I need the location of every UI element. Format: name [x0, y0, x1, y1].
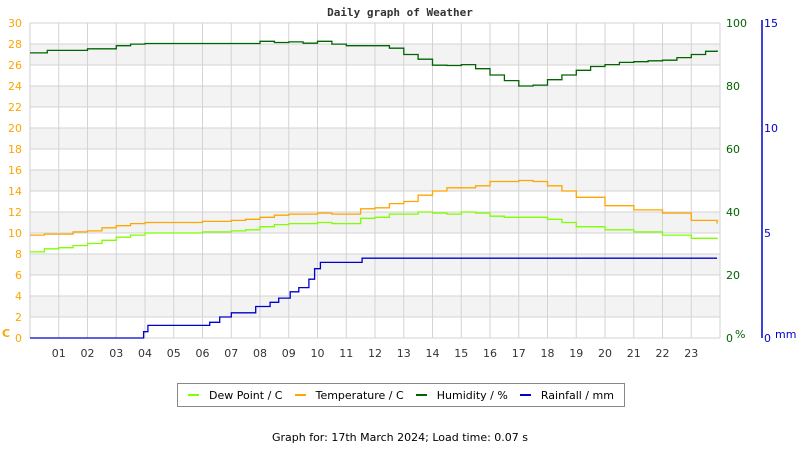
svg-text:4: 4 — [15, 290, 22, 303]
svg-text:07: 07 — [224, 347, 238, 360]
humidity-axis-unit: % — [735, 328, 745, 341]
chart-title: Daily graph of Weather — [327, 6, 473, 19]
svg-text:12: 12 — [368, 347, 382, 360]
svg-text:15: 15 — [454, 347, 468, 360]
svg-text:13: 13 — [397, 347, 411, 360]
dew-point-swatch-icon — [188, 394, 200, 396]
humidity-line — [30, 40, 718, 87]
left-axis-unit: C — [2, 327, 10, 340]
svg-text:12: 12 — [8, 206, 22, 219]
svg-text:20: 20 — [598, 347, 612, 360]
footer-status: Graph for: 17th March 2024; Load time: 0… — [271, 431, 529, 444]
svg-text:0: 0 — [15, 332, 22, 345]
temperature-swatch-icon — [294, 394, 306, 396]
rain-axis-ticks: 0 5 10 15 — [764, 17, 778, 345]
legend-item-humidity: Humidity / % — [415, 388, 508, 402]
svg-text:10: 10 — [8, 227, 22, 240]
svg-text:6: 6 — [15, 269, 22, 282]
humidity-swatch-icon — [415, 394, 427, 396]
svg-text:02: 02 — [81, 347, 95, 360]
svg-text:15: 15 — [764, 17, 778, 30]
legend-label: Dew Point / C — [209, 388, 283, 402]
svg-text:2: 2 — [15, 311, 22, 324]
svg-text:21: 21 — [627, 347, 641, 360]
svg-text:11: 11 — [339, 347, 353, 360]
svg-text:17: 17 — [512, 347, 526, 360]
svg-text:40: 40 — [726, 206, 740, 219]
dew-line — [30, 211, 718, 253]
svg-text:23: 23 — [684, 347, 698, 360]
svg-text:10: 10 — [311, 347, 325, 360]
svg-text:06: 06 — [196, 347, 210, 360]
legend-label: Temperature / C — [315, 388, 404, 402]
svg-text:16: 16 — [8, 164, 22, 177]
temperature-line — [30, 179, 718, 236]
svg-text:5: 5 — [764, 227, 771, 240]
legend-item-rainfall: Rainfall / mm — [519, 388, 614, 402]
svg-text:22: 22 — [656, 347, 670, 360]
rainfall-swatch-icon — [519, 394, 531, 396]
grid-lines — [30, 22, 721, 339]
svg-text:20: 20 — [8, 122, 22, 135]
svg-text:09: 09 — [282, 347, 296, 360]
svg-text:18: 18 — [8, 143, 22, 156]
svg-text:04: 04 — [138, 347, 152, 360]
svg-text:60: 60 — [726, 143, 740, 156]
legend-item-temperature: Temperature / C — [294, 388, 404, 402]
svg-text:20: 20 — [726, 269, 740, 282]
rain-axis-unit: mm — [775, 328, 796, 341]
svg-text:28: 28 — [8, 38, 22, 51]
svg-text:8: 8 — [15, 248, 22, 261]
humidity-axis-ticks: 0 20 40 60 80 100 — [726, 17, 747, 345]
svg-text:18: 18 — [541, 347, 555, 360]
svg-text:0: 0 — [726, 332, 733, 345]
legend-label: Rainfall / mm — [540, 388, 614, 402]
svg-text:30: 30 — [8, 17, 22, 30]
svg-text:0: 0 — [764, 332, 771, 345]
x-axis-ticks: 01 02 03 04 05 06 07 08 09 10 11 12 13 14 15 16 17 18 19 20… — [52, 347, 699, 360]
svg-text:10: 10 — [764, 122, 778, 135]
svg-text:26: 26 — [8, 59, 22, 72]
svg-text:05: 05 — [167, 347, 181, 360]
legend-item-dew-point: Dew Point / C — [188, 389, 282, 402]
svg-text:19: 19 — [569, 347, 583, 360]
svg-text:08: 08 — [253, 347, 267, 360]
legend: Dew Point / C Temperature / C Humidity /… — [177, 383, 625, 407]
svg-text:24: 24 — [8, 80, 22, 93]
svg-text:03: 03 — [109, 347, 123, 360]
svg-text:80: 80 — [726, 80, 740, 93]
rainfall-line — [30, 257, 718, 339]
svg-text:01: 01 — [52, 347, 66, 360]
data-series — [30, 40, 718, 339]
legend-label: Humidity / % — [436, 388, 508, 402]
svg-text:16: 16 — [483, 347, 497, 360]
svg-text:14: 14 — [426, 347, 440, 360]
svg-text:22: 22 — [8, 101, 22, 114]
svg-text:14: 14 — [8, 185, 22, 198]
svg-text:100: 100 — [726, 17, 747, 30]
